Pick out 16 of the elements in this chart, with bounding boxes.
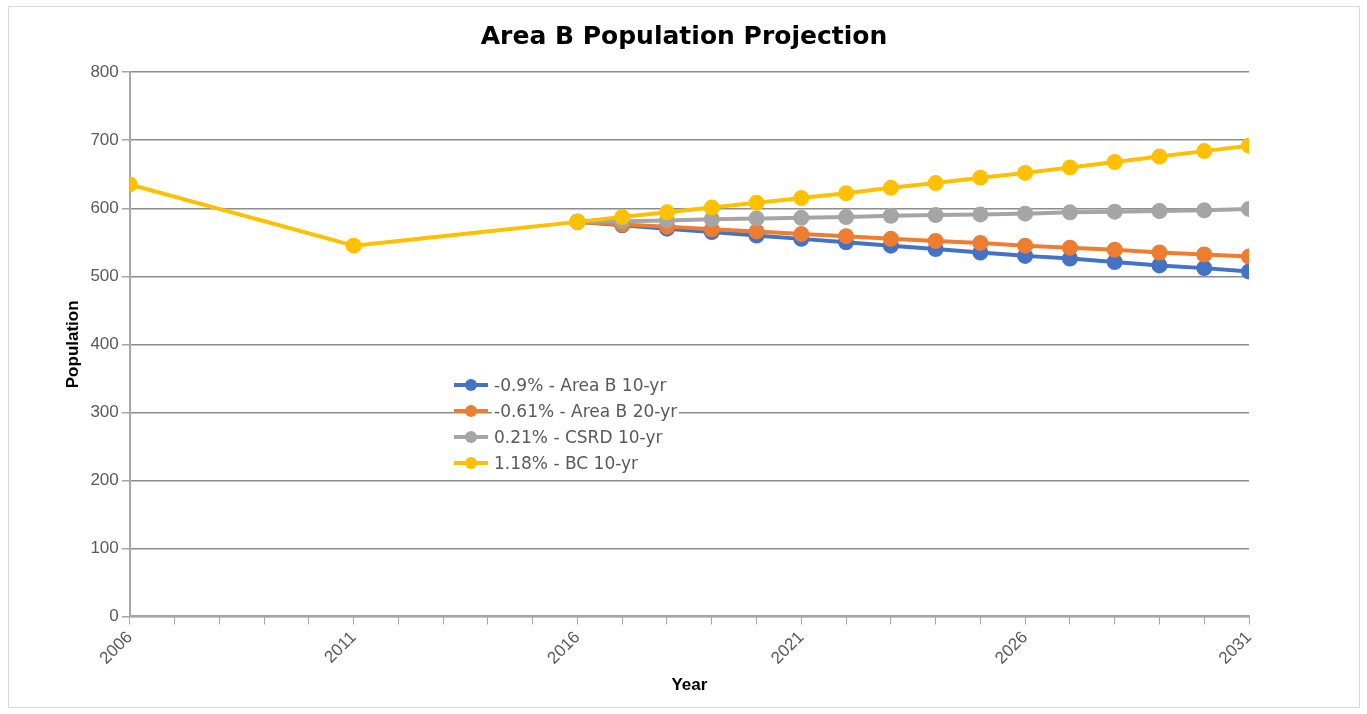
legend-label: 0.21% - CSRD 10-yr [492, 427, 665, 447]
y-tick-label: 100 [90, 538, 119, 558]
y-axis-title: Population [62, 300, 82, 389]
y-tick-label: 800 [90, 61, 119, 81]
y-tick-label: 500 [90, 265, 119, 285]
legend-label: 1.18% - BC 10-yr [492, 453, 641, 473]
chart-title: Area B Population Projection [479, 21, 889, 50]
y-tick-label: 0 [109, 606, 119, 626]
y-tick-label: 200 [90, 470, 119, 490]
y-tick-label: 400 [90, 334, 119, 353]
y-tick-label: 700 [90, 129, 119, 149]
legend-label: -0.9% - Area B 10-yr [492, 375, 669, 395]
x-axis-title: Year [671, 675, 708, 695]
y-tick-label: 300 [90, 402, 119, 422]
y-tick-label: 600 [90, 197, 119, 217]
legend-label: -0.61% - Area B 20-yr [492, 401, 680, 421]
